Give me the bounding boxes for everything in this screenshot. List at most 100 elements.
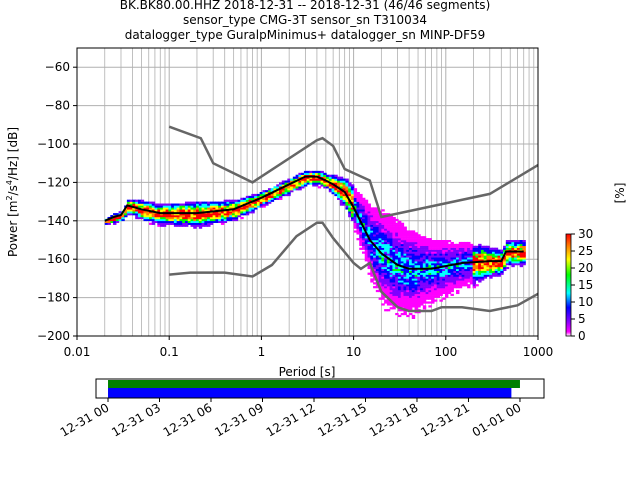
- psd-cell: [444, 280, 449, 283]
- psd-cell: [392, 272, 396, 275]
- psd-cell: [373, 270, 377, 273]
- psd-cell: [469, 249, 474, 252]
- psd-cell: [494, 263, 499, 266]
- psd-cell: [229, 211, 233, 214]
- psd-cell: [373, 234, 377, 237]
- psd-cell: [267, 201, 272, 204]
- psd-cell: [403, 236, 407, 239]
- psd-cell: [237, 209, 241, 212]
- psd-cell: [370, 247, 374, 250]
- psd-cell: [397, 247, 402, 250]
- psd-cell: [184, 203, 189, 206]
- psd-cell: [403, 312, 407, 316]
- psd-cell: [450, 293, 454, 296]
- psd-cell: [132, 209, 136, 212]
- psd-cell: [384, 289, 388, 293]
- psd-cell: [135, 216, 139, 220]
- psd-cell: [420, 276, 424, 279]
- psd-cell: [126, 207, 131, 210]
- psd-cell: [364, 243, 369, 247]
- psd-cell: [411, 280, 416, 283]
- psd-cell: [431, 251, 435, 254]
- psd-cell: [516, 241, 521, 245]
- psd-cell: [447, 278, 452, 281]
- psd-cell: [290, 178, 294, 181]
- psd-cell: [248, 199, 252, 202]
- psd-cell: [483, 268, 488, 271]
- psd-cell: [461, 247, 465, 250]
- psd-cell: [370, 222, 374, 225]
- psd-cell: [207, 218, 211, 222]
- psd-cell: [378, 216, 382, 220]
- psd-cell: [337, 180, 341, 183]
- psd-cell: [467, 284, 471, 287]
- psd-cell: [397, 303, 402, 306]
- psd-cell: [403, 228, 407, 231]
- psd-cell: [284, 186, 288, 189]
- psd-cell: [160, 215, 164, 218]
- psd-cell: [378, 282, 382, 285]
- psd-cell: [254, 203, 258, 206]
- psd-cell: [373, 232, 377, 235]
- psd-cell: [381, 272, 385, 275]
- psd-cell: [201, 215, 205, 218]
- psd-cell: [350, 193, 355, 197]
- psd-cell: [270, 188, 275, 191]
- psd-cell: [464, 270, 468, 273]
- psd-cell: [375, 215, 380, 218]
- psd-cell: [420, 270, 424, 273]
- psd-cell: [444, 293, 449, 296]
- psd-cell: [406, 303, 410, 306]
- x-tick-label: 0.01: [64, 345, 91, 359]
- psd-cell: [218, 201, 222, 204]
- psd-cell: [417, 305, 421, 308]
- psd-cell: [431, 259, 435, 262]
- psd-cell: [411, 259, 416, 262]
- y-tick-label: −160: [37, 252, 70, 266]
- psd-cell: [353, 224, 358, 227]
- psd-cell: [113, 216, 117, 220]
- psd-cell: [184, 216, 189, 220]
- psd-cell: [489, 247, 493, 250]
- psd-cell: [207, 215, 211, 218]
- psd-cell: [461, 255, 465, 258]
- psd-cell: [400, 289, 405, 293]
- psd-cell: [229, 216, 233, 220]
- psd-cell: [317, 172, 322, 175]
- psd-cell: [428, 264, 432, 268]
- psd-cell: [126, 199, 131, 202]
- psd-cell: [384, 226, 388, 229]
- psd-cell: [262, 193, 266, 197]
- psd-cell: [295, 174, 300, 177]
- psd-cell: [143, 205, 147, 208]
- psd-cell: [406, 280, 410, 283]
- psd-cell: [339, 176, 344, 179]
- psd-cell: [384, 238, 388, 241]
- psd-cell: [146, 218, 150, 222]
- psd-cell: [403, 299, 407, 302]
- psd-cell: [237, 215, 241, 218]
- psd-cell: [500, 251, 504, 254]
- psd-cell: [359, 238, 363, 241]
- psd-cell: [414, 278, 418, 281]
- psd-cell: [400, 295, 405, 298]
- psd-cell: [367, 224, 371, 227]
- psd-cell: [171, 218, 175, 222]
- psd-cell: [337, 178, 341, 181]
- psd-cell: [364, 257, 369, 260]
- psd-cell: [503, 257, 507, 260]
- psd-cell: [464, 276, 468, 279]
- psd-cell: [417, 299, 421, 302]
- psd-cell: [433, 272, 438, 275]
- psd-cell: [207, 201, 211, 204]
- psd-cell: [375, 218, 380, 222]
- psd-cell: [505, 261, 510, 264]
- psd-cell: [480, 266, 485, 270]
- psd-cell: [519, 263, 524, 266]
- psd-cell: [392, 224, 396, 227]
- psd-cell: [511, 253, 515, 256]
- psd-cell: [342, 186, 347, 189]
- psd-cell: [389, 288, 394, 291]
- plot-frame: [76, 47, 539, 337]
- psd-cell: [375, 241, 380, 245]
